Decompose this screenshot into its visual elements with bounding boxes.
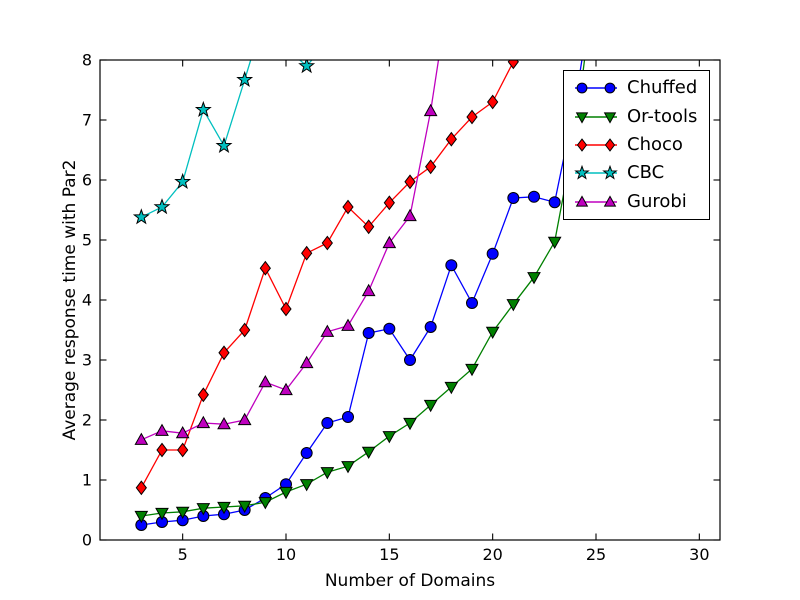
series-line-gurobi	[141, 60, 440, 441]
y-tick-label: 3	[82, 351, 92, 370]
series-line-cbc	[141, 60, 313, 218]
series-choco	[135, 60, 519, 496]
y-tick-label: 4	[82, 291, 92, 310]
y-tick-label: 0	[82, 531, 92, 550]
series-gurobi	[134, 60, 440, 445]
series-markers-gurobi	[134, 103, 438, 445]
legend-item-or-tools: Or-tools	[572, 105, 709, 127]
y-tick-label: 8	[82, 51, 92, 70]
y-tick-label: 5	[82, 231, 92, 250]
series-cbc	[132, 60, 316, 225]
x-tick-label: 15	[379, 545, 399, 564]
legend-key-or-tools	[575, 111, 617, 124]
y-tick-label: 6	[82, 171, 92, 190]
legend-key-choco	[575, 138, 617, 152]
legend: Chuffed Or-tools Choco CBC Gurobi	[563, 70, 710, 220]
y-axis-label: Average response time with Par2	[60, 159, 80, 441]
x-tick-label: 30	[689, 545, 709, 564]
y-tick-label: 1	[82, 471, 92, 490]
axis-ticks	[100, 59, 720, 541]
x-axis-label: Number of Domains	[324, 571, 496, 591]
legend-item-chuffed: Chuffed	[572, 79, 709, 97]
legend-label: Chuffed	[627, 77, 698, 99]
legend-item-gurobi: Gurobi	[572, 190, 709, 212]
legend-item-choco: Choco	[572, 133, 709, 155]
legend-key-gurobi	[575, 195, 617, 207]
x-tick-label: 10	[276, 545, 296, 564]
x-tick-label: 5	[178, 545, 188, 564]
series-line-or-tools	[141, 60, 586, 517]
x-tick-label: 25	[586, 545, 606, 564]
tick-labels: 5 10 15 20 25 30 0 1 2 3 4 5 6 7 8	[82, 51, 710, 565]
series-line-choco	[140, 60, 515, 489]
series-or-tools	[134, 60, 586, 524]
legend-key-cbc	[574, 165, 618, 180]
series-line-chuffed	[141, 60, 583, 526]
legend-item-cbc: CBC	[572, 164, 709, 182]
legend-label: Gurobi	[627, 190, 687, 212]
series-markers-or-tools	[134, 126, 583, 524]
legend-label: Choco	[627, 133, 683, 155]
series-markers-cbc	[132, 60, 316, 225]
series-markers-choco	[135, 60, 519, 496]
x-tick-label: 20	[482, 545, 502, 564]
legend-label: CBC	[627, 162, 665, 184]
y-tick-label: 2	[82, 411, 92, 430]
legend-key-chuffed	[575, 82, 617, 94]
y-tick-label: 7	[82, 111, 92, 130]
legend-label: Or-tools	[627, 105, 698, 127]
